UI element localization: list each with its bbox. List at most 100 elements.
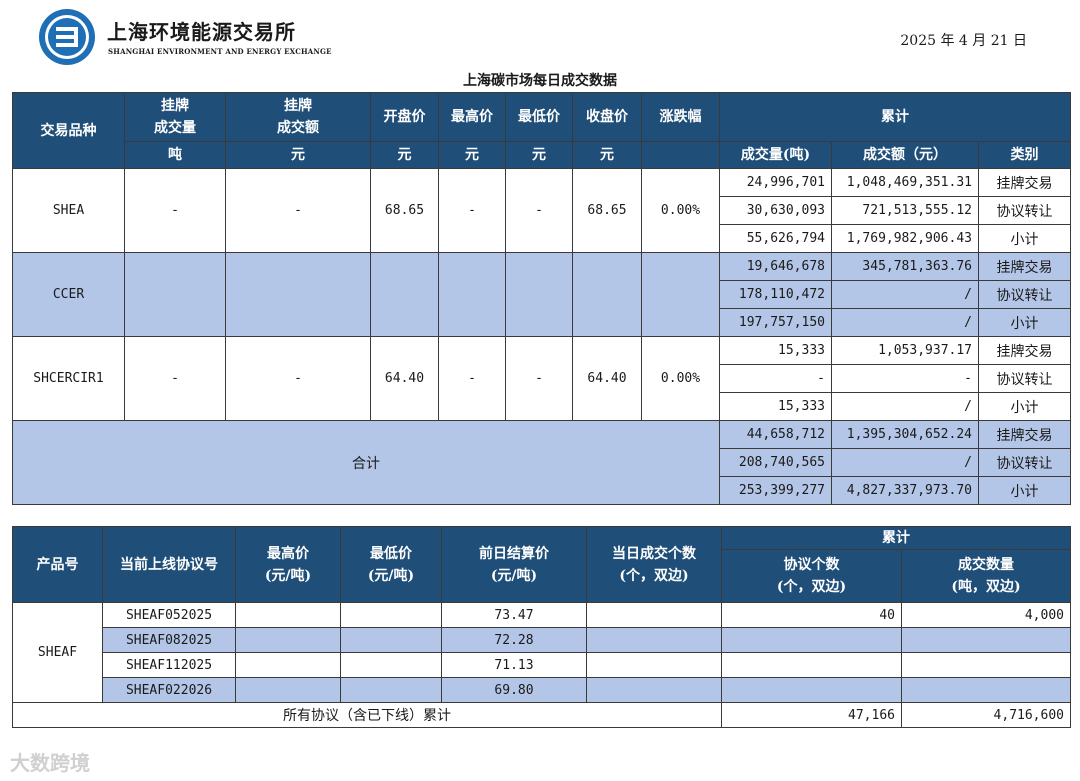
daily-count-line: 当日成交个数 (个，双边) — [612, 545, 696, 584]
total-label: 所有协议（含已下线）累计 — [12, 702, 722, 728]
total-row: 253,399,277 4,827,337,973.70 小计 — [13, 476, 1072, 505]
settle-price: 69.80 — [441, 677, 587, 703]
product-name: SHEA — [12, 168, 125, 253]
product-name: SHCERCIR1 — [12, 336, 125, 421]
cum-amount: 721,513,555.12 — [831, 196, 979, 225]
col-header-change: 涨跌幅 — [641, 92, 720, 142]
agreement-count — [721, 627, 902, 653]
cum-type: 小计 — [977, 392, 1072, 421]
listed-volume-line: 挂牌 成交量 — [154, 98, 196, 136]
spot-market-table: 交易品种 挂牌 成交量 挂牌 成交额 开盘价 最高价 最低价 收盘价 涨跌幅 累… — [12, 92, 1072, 505]
cum-amount: - — [831, 364, 979, 393]
high-line: 最高价 (元/吨) — [264, 545, 312, 584]
listed-amount-line: 挂牌 成交额 — [277, 98, 319, 136]
daily-count — [586, 627, 722, 653]
listed-amount: - — [225, 168, 371, 253]
col-header-product: 交易品种 — [12, 92, 125, 169]
unit-close: 元 — [572, 141, 642, 169]
high-price — [235, 677, 341, 703]
cum-amount: 1,053,937.17 — [831, 336, 979, 365]
product-name: CCER — [12, 252, 125, 337]
cum-type: 协议转让 — [977, 280, 1072, 309]
col-header-cumulative: 累计 — [721, 526, 1071, 550]
high-price — [235, 627, 341, 653]
col-header-product-code: 产品号 — [12, 526, 103, 603]
total-row: 所有协议（含已下线）累计 47,166 4,716,600 — [12, 702, 1071, 728]
unit-change — [641, 141, 720, 169]
high-price — [235, 602, 341, 628]
high-price: - — [438, 168, 506, 253]
open-price: 68.65 — [370, 168, 439, 253]
col-header-low: 最低价 — [505, 92, 573, 142]
cum-type: 挂牌交易 — [977, 168, 1072, 197]
org-name-en: SHANGHAI ENVIRONMENT AND ENERGY EXCHANGE — [108, 47, 332, 56]
low-price — [340, 602, 442, 628]
col-header-listed-amount: 挂牌 成交额 — [225, 92, 371, 142]
table-row: SHCERCIR1 - - 64.40 - - 64.40 0.00% 15,3… — [12, 336, 1072, 421]
low-price — [340, 677, 442, 703]
cum-volume: 178,110,472 — [719, 280, 832, 309]
cum-volume: 15,333 — [719, 336, 832, 365]
table-row: SHEAF SHEAF052025 73.47 40 4,000 — [12, 602, 1071, 703]
cum-amount: 345,781,363.76 — [831, 252, 979, 281]
trade-qty — [901, 627, 1071, 653]
total-volume: 44,658,712 — [719, 420, 832, 449]
listed-amount: - — [225, 336, 371, 421]
total-amount: / — [831, 448, 979, 477]
contract-code: SHEAF082025 — [102, 627, 236, 653]
trade-qty: 4,000 — [901, 602, 1071, 628]
cum-volume: 15,333 — [719, 392, 832, 421]
col-header-low: 最低价 (元/吨) — [340, 526, 442, 603]
listed-volume: - — [124, 168, 226, 253]
total-row: 208,740,565 / 协议转让 — [13, 448, 1072, 477]
watermark: 大数跨境 — [10, 751, 90, 775]
total-volume: 253,399,277 — [719, 476, 832, 505]
table-row: SHEAF112025 71.13 — [13, 652, 1071, 678]
listed-volume — [124, 252, 226, 337]
cum-type: 挂牌交易 — [977, 252, 1072, 281]
contract-code: SHEAF052025 — [102, 602, 236, 628]
unit-low: 元 — [505, 141, 573, 169]
total-amount: 4,827,337,973.70 — [831, 476, 979, 505]
close-price: 68.65 — [572, 168, 642, 253]
cum-volume: 30,630,093 — [719, 196, 832, 225]
col-header-high: 最高价 (元/吨) — [235, 526, 341, 603]
agreement-count-line: 协议个数 (个，双边) — [776, 557, 847, 595]
contract-code: SHEAF112025 — [102, 652, 236, 678]
listed-volume: - — [124, 336, 226, 421]
high-price — [438, 252, 506, 337]
table-row: CCER 19,646,678 345,781,363.76 挂牌交易 — [12, 252, 1072, 337]
cum-type: 协议转让 — [977, 196, 1072, 225]
low-line: 最低价 (元/吨) — [367, 545, 415, 584]
total-trade-qty: 4,716,600 — [901, 702, 1071, 728]
table-row: 30,630,093 721,513,555.12 协议转让 — [13, 196, 1072, 225]
daily-count — [586, 677, 722, 703]
forward-contract-table: 产品号 当前上线协议号 最高价 (元/吨) 最低价 (元/吨) 前日结算价 (元… — [12, 526, 1071, 728]
close-price — [572, 252, 642, 337]
agreement-count — [721, 677, 902, 703]
change-pct — [641, 252, 720, 337]
unit-open: 元 — [370, 141, 439, 169]
total-label: 合计 — [12, 420, 720, 505]
cum-volume: 197,757,150 — [719, 308, 832, 337]
report-date: 2025 年 4 月 21 日 — [900, 33, 1027, 49]
daily-count — [586, 602, 722, 628]
low-price: - — [505, 168, 573, 253]
table-row: - - 协议转让 — [13, 364, 1072, 393]
trade-qty — [901, 652, 1071, 678]
settle-price: 72.28 — [441, 627, 587, 653]
table-row: SHEAF082025 72.28 — [13, 627, 1071, 653]
col-header-settle: 前日结算价 (元/吨) — [441, 526, 587, 603]
col-header-cum-amount: 成交额（元） — [831, 141, 979, 169]
unit-high: 元 — [438, 141, 506, 169]
settle-price: 71.13 — [441, 652, 587, 678]
total-type: 挂牌交易 — [977, 420, 1072, 449]
col-header-agreement-count: 协议个数 (个，双边) — [721, 549, 902, 603]
total-row: 合计 44,658,712 1,395,304,652.24 挂牌交易 — [12, 420, 1072, 505]
listed-amount — [225, 252, 371, 337]
cum-amount: / — [831, 280, 979, 309]
change-pct: 0.00% — [641, 336, 720, 421]
settle-price: 73.47 — [441, 602, 587, 628]
close-price: 64.40 — [572, 336, 642, 421]
col-header-close: 收盘价 — [572, 92, 642, 142]
